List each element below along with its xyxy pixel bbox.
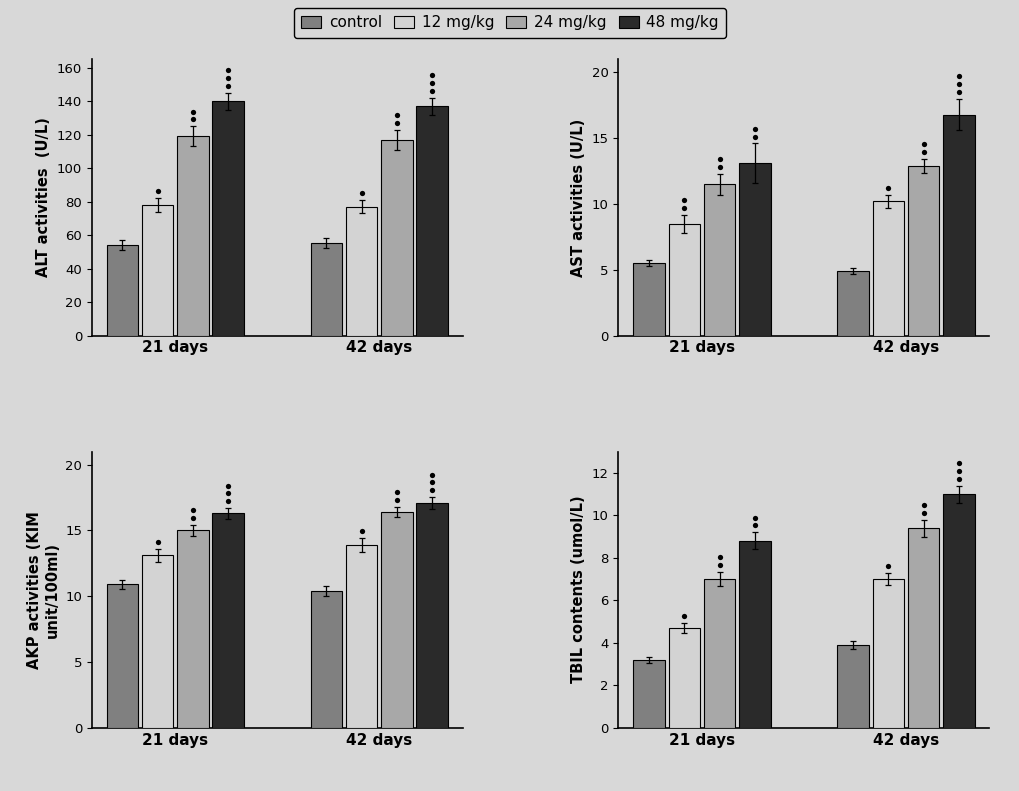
Y-axis label: ALT activities  (U/L): ALT activities (U/L)	[36, 118, 51, 278]
Bar	[416, 503, 447, 728]
Bar	[212, 513, 244, 728]
Y-axis label: TBIL contents (umol/L): TBIL contents (umol/L)	[571, 496, 586, 683]
Bar	[212, 101, 244, 335]
Bar	[907, 528, 938, 728]
Bar	[177, 531, 209, 728]
Bar	[943, 115, 973, 335]
Bar	[107, 245, 138, 335]
Bar	[381, 140, 413, 335]
Bar	[345, 206, 377, 335]
Bar	[345, 545, 377, 728]
Bar	[837, 271, 868, 335]
Bar	[177, 136, 209, 335]
Y-axis label: AST activities (U/L): AST activities (U/L)	[571, 119, 586, 277]
Bar	[142, 205, 173, 335]
Bar	[633, 660, 664, 728]
Bar	[907, 166, 938, 335]
Bar	[739, 163, 769, 335]
Bar	[703, 579, 735, 728]
Bar	[107, 585, 138, 728]
Bar	[871, 202, 903, 335]
Bar	[667, 224, 699, 335]
Bar	[311, 591, 341, 728]
Bar	[416, 106, 447, 335]
Bar	[667, 628, 699, 728]
Bar	[311, 244, 341, 335]
Legend: control, 12 mg/kg, 24 mg/kg, 48 mg/kg: control, 12 mg/kg, 24 mg/kg, 48 mg/kg	[293, 8, 726, 38]
Bar	[633, 263, 664, 335]
Bar	[943, 494, 973, 728]
Y-axis label: AKP activities (KIM
unit/100ml): AKP activities (KIM unit/100ml)	[28, 511, 59, 668]
Bar	[871, 579, 903, 728]
Bar	[703, 184, 735, 335]
Bar	[381, 512, 413, 728]
Bar	[739, 541, 769, 728]
Bar	[142, 555, 173, 728]
Bar	[837, 645, 868, 728]
